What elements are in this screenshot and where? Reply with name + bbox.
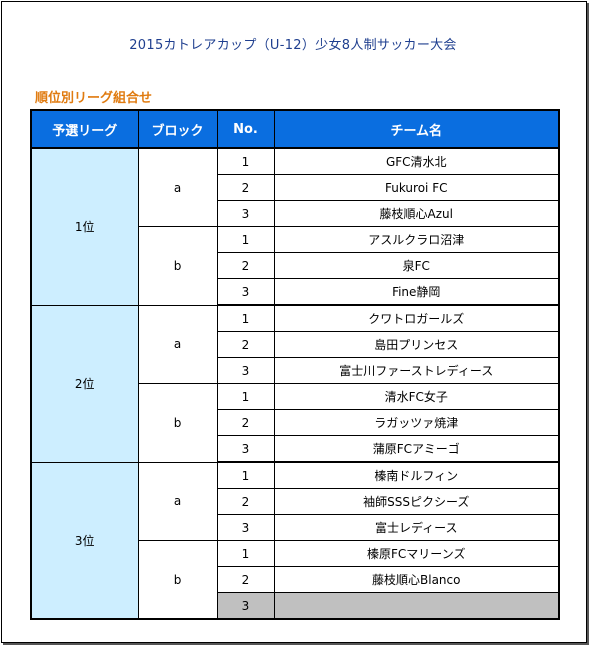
team-name: Fukuroi FC <box>273 174 560 201</box>
team-name: 蒲原FCアミーゴ <box>273 435 560 463</box>
team-number: 3 <box>216 514 275 541</box>
block-cell: a <box>137 304 218 384</box>
team-name: GFC清水北 <box>273 147 560 175</box>
header-team: チーム名 <box>273 109 560 149</box>
team-number: 2 <box>216 252 275 279</box>
table-row: 2 島田プリンセス <box>31 331 560 358</box>
table-row: 2 ラガッツァ焼津 <box>31 409 560 436</box>
team-name: 清水FC女子 <box>273 383 560 410</box>
team-number: 1 <box>216 226 275 253</box>
table-row: 3 <box>31 592 560 620</box>
team-name: 泉FC <box>273 252 560 279</box>
table-row: 2位 a 1 クワトロガールズ <box>30 304 560 463</box>
rank-cell: 1位 <box>30 147 139 306</box>
team-number: 2 <box>216 409 275 436</box>
team-name: クワトロガールズ <box>273 304 560 332</box>
table-row: 2 藤枝順心Blanco <box>31 566 560 593</box>
block-cell: a <box>137 147 218 227</box>
header-league: 予選リーグ <box>30 109 139 149</box>
team-name: アスルクラロ沼津 <box>273 226 560 253</box>
table-row: 2 泉FC <box>31 252 560 279</box>
team-name: 藤枝順心Blanco <box>273 566 560 593</box>
team-name <box>273 592 560 620</box>
block-cell: b <box>137 226 218 306</box>
table-row: 3 Fine静岡 <box>31 278 560 306</box>
league-body: 1位 a 1 GFC清水北 2 Fukuroi FC 3 藤枝順心Azul b 1 アスルクラロ沼津… <box>30 147 560 620</box>
page-title: 2015カトレアカップ（U-12）少女8人制サッカー大会 <box>129 38 457 53</box>
section-subtitle: 順位別リーグ組合せ <box>35 91 153 106</box>
table-row: 3 藤枝順心Azul <box>31 200 560 227</box>
team-name: 藤枝順心Azul <box>273 200 560 227</box>
league-table: 予選リーグ ブロック No. チーム名 1位 a 1 GFC清水北 2 Fukuroi F… <box>30 109 560 620</box>
team-number: 1 <box>216 147 275 175</box>
table-row: 3位 a 1 榛南ドルフィン <box>30 461 560 620</box>
header-block: ブロック <box>137 109 218 149</box>
team-name: 富士レディース <box>273 514 560 541</box>
table-row: 3 富士レディース <box>31 514 560 541</box>
team-name: 榛原FCマリーンズ <box>273 540 560 567</box>
team-name: Fine静岡 <box>273 278 560 306</box>
team-name: 島田プリンセス <box>273 331 560 358</box>
team-number: 3 <box>216 357 275 384</box>
team-number: 2 <box>216 331 275 358</box>
block-cell: a <box>137 461 218 541</box>
table-row: 3 蒲原FCアミーゴ <box>31 435 560 463</box>
team-name: 袖師SSSピクシーズ <box>273 488 560 515</box>
rank-cell: 3位 <box>30 461 139 620</box>
team-number: 1 <box>216 540 275 567</box>
team-name: ラガッツァ焼津 <box>273 409 560 436</box>
table-row: 3 富士川ファーストレディース <box>31 357 560 384</box>
team-number: 3 <box>216 592 275 620</box>
header-no: No. <box>216 109 275 149</box>
team-name: 富士川ファーストレディース <box>273 357 560 384</box>
team-number: 1 <box>216 461 275 489</box>
team-number: 3 <box>216 278 275 306</box>
team-number: 3 <box>216 435 275 463</box>
block-cell: b <box>137 383 218 463</box>
table-row: b 1 アスルクラロ沼津 <box>31 226 560 306</box>
table-row: 2 袖師SSSピクシーズ <box>31 488 560 515</box>
team-number: 2 <box>216 174 275 201</box>
header-row: 予選リーグ ブロック No. チーム名 <box>30 109 560 149</box>
table-row: 1位 a 1 GFC清水北 <box>30 147 560 306</box>
team-number: 1 <box>216 304 275 332</box>
team-number: 1 <box>216 383 275 410</box>
team-name: 榛南ドルフィン <box>273 461 560 489</box>
team-number: 2 <box>216 488 275 515</box>
rank-cell: 2位 <box>30 304 139 463</box>
team-number: 2 <box>216 566 275 593</box>
team-number: 3 <box>216 200 275 227</box>
block-cell: b <box>137 540 218 620</box>
